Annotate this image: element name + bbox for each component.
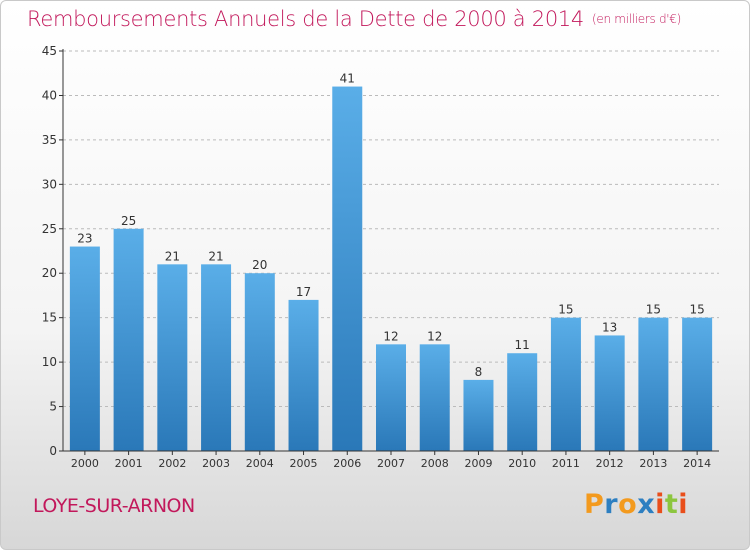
bar-value-label: 17	[296, 285, 311, 299]
x-tick-label: 2012	[596, 457, 624, 470]
bar	[157, 264, 188, 451]
x-tick-label: 2006	[333, 457, 361, 470]
x-tick-label: 2001	[115, 457, 143, 470]
x-tick-label: 2003	[202, 457, 230, 470]
bar-value-label: 15	[689, 303, 704, 317]
logo-letter: P	[584, 489, 605, 520]
y-tick-label: 25	[42, 222, 57, 236]
bar	[638, 317, 669, 451]
bar-value-label: 25	[121, 214, 136, 228]
x-tick-label: 2004	[246, 457, 274, 470]
logo-letter: x	[637, 489, 656, 520]
y-tick-label: 30	[42, 177, 57, 191]
chart-title-text: Remboursements Annuels de la Dette de 20…	[27, 7, 584, 31]
bar	[201, 264, 232, 451]
bar-value-label: 23	[77, 232, 92, 246]
y-tick-label: 45	[42, 44, 57, 58]
place-name: LOYE-SUR-ARNON	[33, 495, 195, 517]
bar-value-label: 12	[383, 329, 398, 343]
y-tick-label: 40	[42, 88, 57, 102]
y-tick-label: 15	[42, 311, 57, 325]
bar-value-label: 12	[427, 329, 442, 343]
bar	[682, 317, 713, 451]
x-tick-label: 2000	[71, 457, 99, 470]
y-tick-label: 35	[42, 133, 57, 147]
x-tick-label: 2010	[508, 457, 536, 470]
x-tick-label: 2011	[552, 457, 580, 470]
y-tick-label: 5	[49, 400, 57, 414]
chart-subtitle: (en milliers d'€)	[592, 12, 682, 26]
bar-value-label: 15	[646, 303, 661, 317]
bar	[463, 379, 494, 451]
logo-letter: i	[655, 489, 665, 520]
bar	[550, 317, 581, 451]
bar	[594, 335, 625, 451]
y-tick-label: 10	[42, 355, 57, 369]
chart-title: Remboursements Annuels de la Dette de 20…	[27, 7, 681, 31]
y-tick-label: 0	[49, 444, 57, 458]
x-tick-label: 2002	[158, 457, 186, 470]
x-tick-label: 2007	[377, 457, 405, 470]
logo-letter: t	[664, 489, 679, 520]
logo-letter: o	[618, 489, 638, 520]
bar-value-label: 21	[208, 249, 223, 263]
x-tick-label: 2013	[639, 457, 667, 470]
bar-value-label: 8	[475, 365, 483, 379]
bar-value-label: 15	[558, 303, 573, 317]
x-tick-label: 2014	[683, 457, 711, 470]
logo-letter: i	[678, 489, 689, 520]
bar	[244, 273, 275, 451]
bar	[332, 86, 363, 452]
bar	[376, 344, 406, 451]
x-tick-label: 2009	[464, 457, 492, 470]
bar	[69, 246, 100, 451]
y-tick-label: 20	[42, 266, 57, 280]
bar-value-label: 11	[515, 338, 530, 352]
bar	[419, 344, 450, 451]
logo-letter: r	[604, 489, 619, 520]
proxiti-logo: Proxiti	[584, 489, 688, 520]
x-tick-label: 2008	[421, 457, 449, 470]
bar	[288, 299, 319, 451]
bar	[113, 228, 144, 451]
bar-value-label: 20	[252, 258, 267, 272]
bar-value-label: 21	[165, 249, 180, 263]
bar	[507, 353, 538, 451]
bar-value-label: 13	[602, 320, 617, 334]
x-tick-label: 2005	[290, 457, 318, 470]
bar-value-label: 41	[340, 72, 355, 86]
